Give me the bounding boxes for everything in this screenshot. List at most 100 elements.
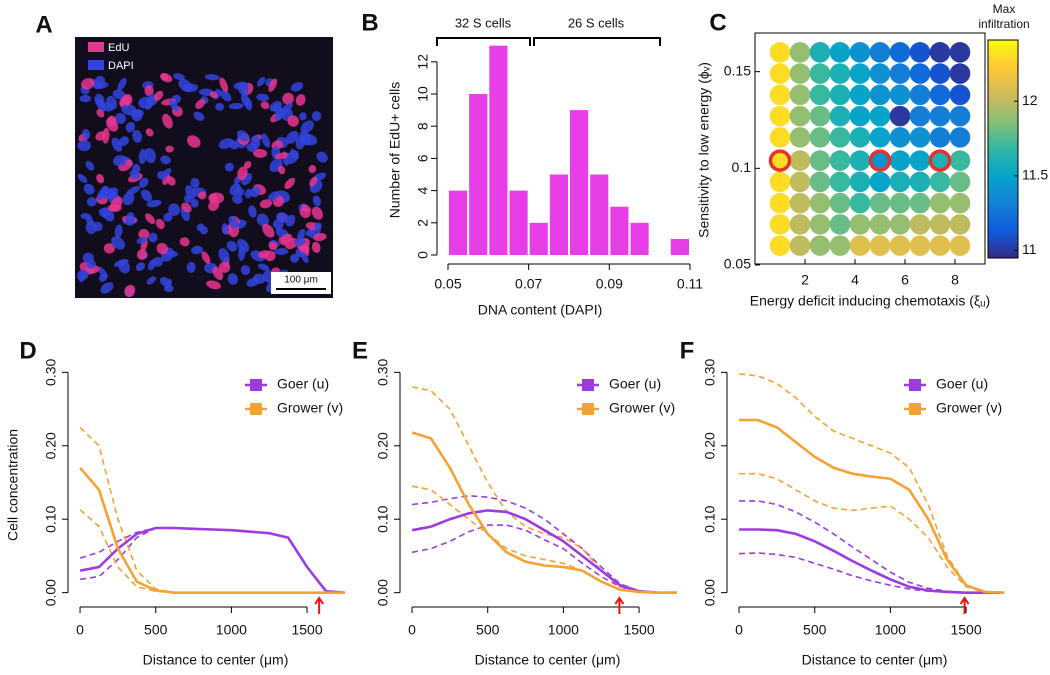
heat-cell [789,150,811,171]
x-tick-label: 0.09 [596,276,623,292]
heat-cell [869,63,891,84]
heat-cell [849,171,871,193]
x-tick-label: 2 [801,272,809,288]
nucleus [86,197,97,207]
nucleus [173,73,186,81]
x-tick-label: 1500 [291,622,322,638]
x-tick-label: 0 [408,622,416,638]
scale-bar-label: 100 μm [284,275,318,286]
heat-cell [809,171,831,193]
heat-cell [909,214,931,235]
front-arrow [314,596,324,614]
nucleus [269,101,283,112]
legend-swatch [582,379,594,391]
y-tick-label: 0.30 [702,359,718,386]
nucleus [250,186,261,198]
heat-cell [809,63,831,84]
nucleus [261,133,271,148]
nucleus [191,245,203,255]
series-line [79,466,345,594]
nucleus [79,94,92,103]
heat-cell [809,127,831,148]
nucleus [236,130,250,142]
nucleus [258,250,270,259]
nucleus [253,148,268,158]
series-line [411,509,677,594]
heat-cell [889,105,911,127]
nucleus [140,189,153,202]
x-axis-title: Distance to center (μm) [475,652,621,668]
x-tick-label: 500 [476,622,500,638]
heat-cell [889,84,911,106]
nucleus [85,160,95,171]
nucleus [198,191,207,200]
nucleus [107,115,117,127]
nucleus [297,228,306,241]
highlight-ring [868,149,892,172]
nucleus [179,237,190,247]
nucleus [299,112,307,121]
nucleus [260,101,270,110]
heat-cell [829,105,851,127]
y-tick-label: 4 [415,186,431,194]
nucleus [195,99,206,109]
nucleus [160,155,171,165]
heat-cell [789,63,811,84]
y-axis-title: Sensitivity to low energy (ϕᵥ) [696,62,712,238]
nucleus [209,91,218,99]
nucleus [114,224,123,238]
heat-cell [889,63,911,84]
nucleus [145,213,156,225]
heat-cell [929,192,951,214]
nucleus [299,207,311,218]
heat-cell [889,150,911,171]
front-arrow [614,596,625,614]
x-tick-label: 6 [901,272,909,288]
nucleus [274,152,290,160]
y-tick-label: 8 [415,122,431,130]
nucleus [256,213,269,227]
nucleus [228,102,244,110]
nucleus [256,93,270,102]
nucleus [206,280,221,290]
heat-cell [869,105,891,127]
nucleus [169,99,179,112]
nucleus [124,284,136,297]
heat-cell [829,84,851,106]
nucleus [300,251,309,264]
nucleus [311,206,323,220]
legend-label: Grower (v) [936,400,1002,416]
y-tick-label: 10 [415,86,431,102]
bar [670,238,689,255]
heat-cell [929,84,951,106]
heat-cell [769,127,791,148]
heat-cell [769,63,791,84]
nucleus [244,188,253,199]
band-line [411,485,677,594]
nucleus [218,138,234,149]
y-tick-label: 0.1 [732,159,752,175]
plot-frame [754,32,986,265]
nucleus [284,177,296,190]
nucleus [146,199,162,208]
nucleus [186,261,196,273]
nucleus [246,142,258,152]
heat-cell [949,105,971,127]
nucleus [162,113,173,129]
legend-swatch [250,379,262,391]
heat-cell [929,171,951,193]
heat-cell [869,214,891,235]
heat-cell [949,42,971,63]
heat-cell [789,192,811,214]
nucleus [138,148,147,165]
nucleus [244,161,252,169]
nucleus [268,241,278,251]
heat-cell [909,42,931,63]
heat-cell [829,42,851,63]
nucleus [94,93,105,107]
heat-cell [929,63,951,84]
heat-cell [769,105,791,127]
nucleus [129,170,140,180]
nucleus [224,162,234,172]
